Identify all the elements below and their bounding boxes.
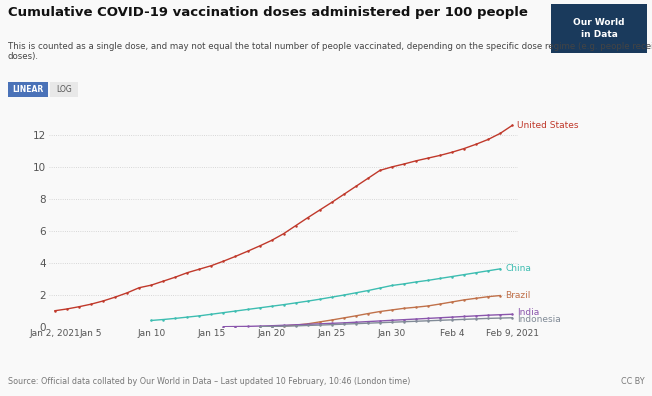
Text: China: China xyxy=(505,265,531,273)
Text: LOG: LOG xyxy=(56,85,72,94)
Text: Our World
in Data: Our World in Data xyxy=(574,18,625,39)
Text: Cumulative COVID-19 vaccination doses administered per 100 people: Cumulative COVID-19 vaccination doses ad… xyxy=(8,6,527,19)
Text: United States: United States xyxy=(517,121,578,130)
Text: LINEAR: LINEAR xyxy=(12,85,44,94)
Text: India: India xyxy=(517,308,539,318)
Text: Brazil: Brazil xyxy=(505,291,531,300)
Text: Source: Official data collated by Our World in Data – Last updated 10 February, : Source: Official data collated by Our Wo… xyxy=(8,377,410,386)
Text: CC BY: CC BY xyxy=(621,377,644,386)
Text: This is counted as a single dose, and may not equal the total number of people v: This is counted as a single dose, and ma… xyxy=(8,42,652,61)
Text: Indonesia: Indonesia xyxy=(517,315,561,324)
